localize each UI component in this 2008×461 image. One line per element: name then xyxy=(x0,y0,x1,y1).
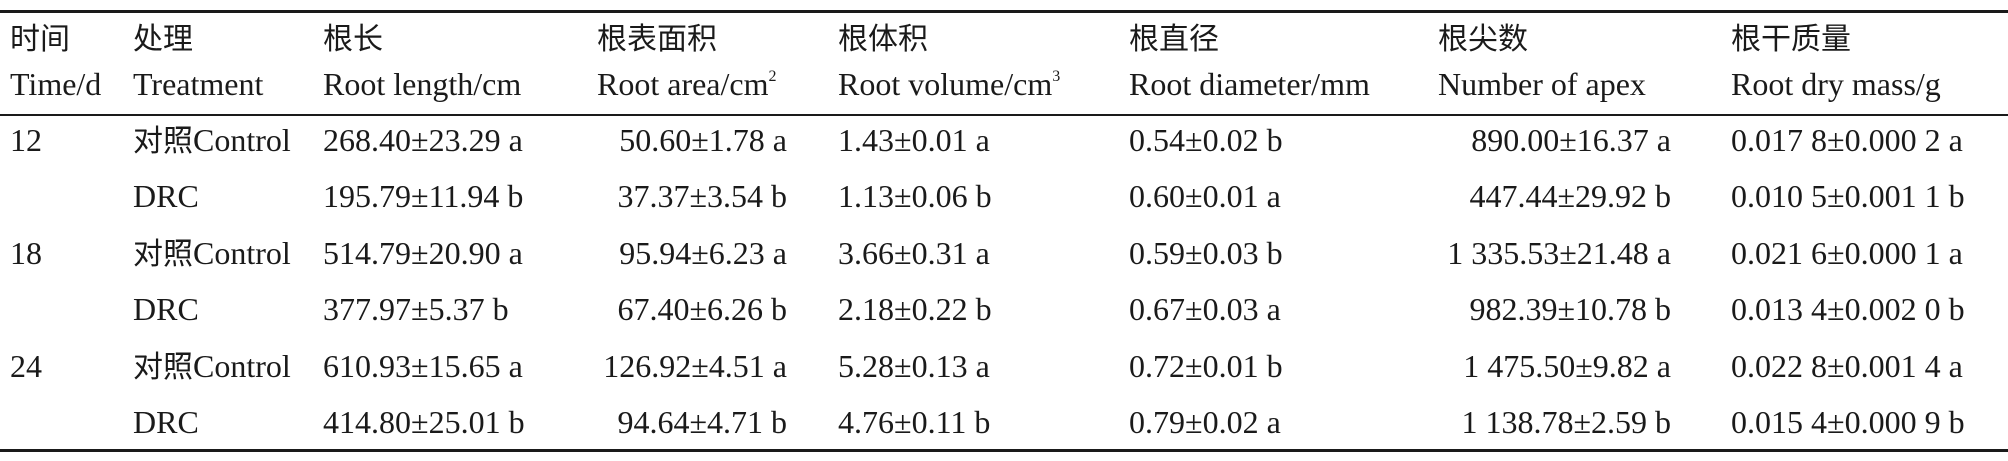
cell-area: 67.40±6.26 b xyxy=(617,291,787,327)
treatment-en: DRC xyxy=(133,291,199,327)
header-mass-zh: 根干质量 xyxy=(1731,22,1851,57)
cell-area: 94.64±4.71 b xyxy=(617,404,787,440)
cell-diameter: 0.67±0.03 a xyxy=(1129,291,1281,327)
cell-diameter: 0.54±0.02 b xyxy=(1129,122,1283,158)
cell-length: 268.40±23.29 a xyxy=(323,122,523,158)
header-volume-label: Root volume/cm xyxy=(838,66,1053,102)
cell-volume: 1.43±0.01 a xyxy=(838,122,990,158)
cell-length: 377.97±5.37 b xyxy=(323,291,509,327)
cell-apex: 1 335.53±21.48 a xyxy=(1447,235,1671,271)
treatment-zh: 对照 xyxy=(133,350,193,385)
header-rule xyxy=(0,114,2008,116)
header-apex-zh: 根尖数 xyxy=(1438,22,1528,57)
cell-volume: 3.66±0.31 a xyxy=(838,235,990,271)
treatment-en: DRC xyxy=(133,404,199,440)
cell-apex: 982.39±10.78 b xyxy=(1469,291,1671,327)
cell-mass: 0.017 8±0.000 2 a xyxy=(1731,122,1963,158)
treatment-en: Control xyxy=(193,348,291,384)
cell-length: 195.79±11.94 b xyxy=(323,178,524,214)
cell-area: 50.60±1.78 a xyxy=(619,122,787,158)
treatment-en: Control xyxy=(193,235,291,271)
cell-mass: 0.022 8±0.001 4 a xyxy=(1731,348,1963,384)
cell-volume: 4.76±0.11 b xyxy=(838,404,991,440)
treatment-zh: 对照 xyxy=(133,124,193,159)
cell-apex: 1 475.50±9.82 a xyxy=(1463,348,1671,384)
cell-treatment: 对照Control xyxy=(133,120,291,162)
top-rule xyxy=(0,10,2008,13)
header-diameter-label: Root diameter/mm xyxy=(1129,66,1370,102)
cell-mass: 0.015 4±0.000 9 b xyxy=(1731,404,1965,440)
cell-diameter: 0.72±0.01 b xyxy=(1129,348,1283,384)
cell-area: 126.92±4.51 a xyxy=(603,348,787,384)
header-volume-zh: 根体积 xyxy=(838,22,928,57)
header-time-label: Time/d xyxy=(10,66,102,102)
header-mass-en: Root dry mass/g xyxy=(1731,64,1941,104)
cell-volume: 2.18±0.22 b xyxy=(838,291,992,327)
header-area-label: Root area/cm xyxy=(597,66,769,102)
cell-time: 18 xyxy=(10,235,42,271)
header-volume-en: Root volume/cm3 xyxy=(838,64,1060,104)
cell-treatment: DRC xyxy=(133,289,199,329)
cell-apex: 1 138.78±2.59 b xyxy=(1461,404,1671,440)
cell-length: 610.93±15.65 a xyxy=(323,348,523,384)
header-apex-en: Number of apex xyxy=(1438,64,1646,104)
header-diameter-en: Root diameter/mm xyxy=(1129,64,1370,104)
cell-apex: 890.00±16.37 a xyxy=(1471,122,1671,158)
cell-time: 24 xyxy=(10,348,42,384)
cell-volume: 5.28±0.13 a xyxy=(838,348,990,384)
cell-mass: 0.021 6±0.000 1 a xyxy=(1731,235,1963,271)
cell-length: 514.79±20.90 a xyxy=(323,235,523,271)
cell-treatment: 对照Control xyxy=(133,233,291,275)
header-treatment-label: Treatment xyxy=(133,66,264,102)
header-area-zh: 根表面积 xyxy=(597,22,717,57)
treatment-en: DRC xyxy=(133,178,199,214)
cell-apex: 447.44±29.92 b xyxy=(1469,178,1671,214)
header-mass-label: Root dry mass/g xyxy=(1731,66,1941,102)
header-time-en: Time/d xyxy=(10,64,101,104)
cell-area: 37.37±3.54 b xyxy=(617,178,787,214)
cell-diameter: 0.59±0.03 b xyxy=(1129,235,1283,271)
cell-length: 414.80±25.01 b xyxy=(323,404,525,440)
cell-treatment: 对照Control xyxy=(133,346,291,388)
treatment-zh: 对照 xyxy=(133,237,193,272)
cell-diameter: 0.60±0.01 a xyxy=(1129,178,1281,214)
header-length-label: Root length/cm xyxy=(323,66,522,102)
header-area-unit-exponent: 2 xyxy=(768,68,777,85)
header-time-zh: 时间 xyxy=(10,22,70,57)
header-area-en: Root area/cm2 xyxy=(597,64,776,104)
header-treatment-en: Treatment xyxy=(133,64,263,104)
header-length-en: Root length/cm xyxy=(323,64,521,104)
cell-volume: 1.13±0.06 b xyxy=(838,178,992,214)
cell-mass: 0.010 5±0.001 1 b xyxy=(1731,178,1965,214)
cell-treatment: DRC xyxy=(133,176,199,216)
header-length-zh: 根长 xyxy=(323,22,383,57)
cell-area: 95.94±6.23 a xyxy=(619,235,787,271)
cell-time: 12 xyxy=(10,122,42,158)
treatment-en: Control xyxy=(193,122,291,158)
bottom-rule xyxy=(0,449,2008,452)
header-diameter-zh: 根直径 xyxy=(1129,22,1219,57)
header-treatment-zh: 处理 xyxy=(133,22,193,57)
cell-treatment: DRC xyxy=(133,402,199,442)
header-volume-unit-exponent: 3 xyxy=(1052,68,1061,85)
cell-diameter: 0.79±0.02 a xyxy=(1129,404,1281,440)
cell-mass: 0.013 4±0.002 0 b xyxy=(1731,291,1965,327)
header-apex-label: Number of apex xyxy=(1438,66,1646,102)
